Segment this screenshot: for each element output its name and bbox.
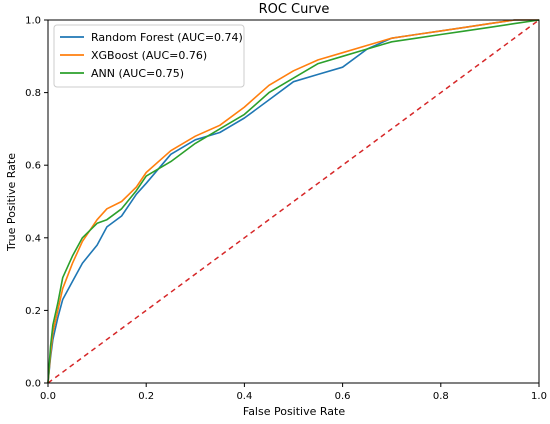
legend-label-2: ANN (AUC=0.75) (91, 67, 184, 80)
series-line-2 (47, 19, 540, 384)
x-tick-label: 0.2 (138, 391, 154, 402)
y-tick-label: 0.2 (25, 306, 41, 317)
y-axis: 0.0 0.2 0.4 0.6 0.8 1.0 (25, 16, 48, 390)
y-tick-label: 0.0 (25, 379, 41, 390)
y-tick-label: 0.8 (25, 88, 41, 99)
legend-label-0: Random Forest (AUC=0.74) (91, 31, 243, 44)
x-tick-label: 0.8 (433, 391, 449, 402)
plot-frame (47, 19, 540, 384)
legend: Random Forest (AUC=0.74) XGBoost (AUC=0.7… (53, 24, 245, 88)
x-tick-label: 0.0 (40, 391, 56, 402)
x-tick-label: 0.4 (236, 391, 252, 402)
y-tick-label: 0.6 (25, 161, 41, 172)
x-axis-label: False Positive Rate (243, 405, 345, 418)
y-tick-label: 1.0 (25, 16, 41, 27)
x-axis: 0.0 0.2 0.4 0.6 0.8 1.0 (40, 383, 547, 402)
x-tick-label: 1.0 (531, 391, 547, 402)
plot-area (47, 19, 540, 384)
legend-label-1: XGBoost (AUC=0.76) (91, 49, 207, 62)
y-tick-label: 0.4 (25, 233, 41, 244)
x-tick-label: 0.6 (335, 391, 351, 402)
series-line-1 (47, 19, 539, 384)
legend-box (53, 24, 245, 88)
reference-diagonal-line (47, 19, 540, 384)
y-axis-label: True Positive Rate (5, 153, 18, 252)
chart-title: ROC Curve (259, 2, 330, 17)
